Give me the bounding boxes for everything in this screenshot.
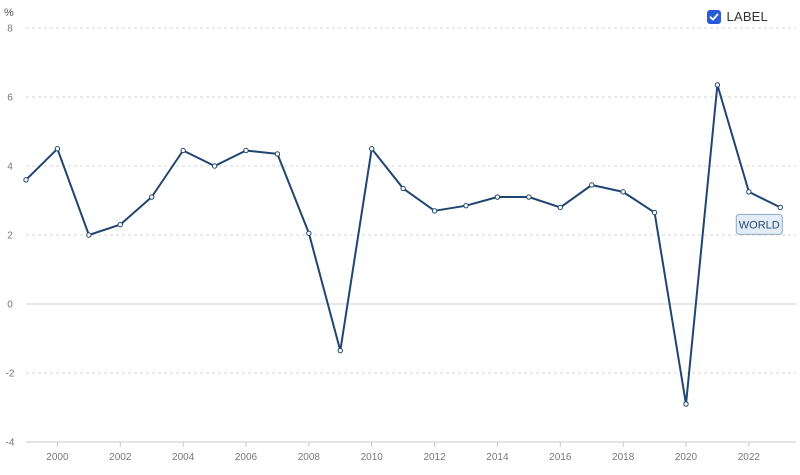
data-point[interactable]: [620, 189, 626, 195]
data-point[interactable]: [369, 146, 375, 152]
x-tick-label: 2000: [46, 452, 69, 463]
y-axis-unit-label: %: [4, 7, 14, 19]
data-point[interactable]: [274, 151, 281, 157]
data-point[interactable]: [149, 194, 155, 200]
x-tick-label: 2014: [486, 452, 509, 463]
series-tag-box: [735, 213, 783, 235]
y-tick-label: 4: [7, 162, 13, 173]
data-point[interactable]: [337, 347, 343, 354]
data-point[interactable]: [243, 147, 249, 154]
y-tick-label: 6: [7, 93, 13, 104]
y-axis-ticks: -4 -2 0 2 4 6 8: [6, 24, 15, 449]
x-tick-label: 2010: [361, 452, 384, 463]
legend-toggle[interactable]: LABEL: [706, 9, 768, 24]
y-tick-label: 0: [7, 300, 13, 311]
series-tag: WORLD: [735, 213, 783, 235]
x-axis-ticks: 2000 2002 2004 2006 2008 2010 2012 2014 2016 2018…: [26, 441, 796, 463]
x-tick-label: 2022: [738, 452, 761, 463]
y-tick-label: 2: [7, 231, 13, 242]
y-tick-label: -4: [6, 438, 15, 449]
data-point[interactable]: [651, 209, 658, 216]
x-tick-label: 2018: [612, 452, 635, 463]
grid-lines: [26, 27, 796, 443]
x-tick-label: 2004: [172, 452, 195, 463]
data-point[interactable]: [86, 232, 92, 238]
x-tick-label: 2020: [675, 452, 698, 463]
data-point[interactable]: [746, 189, 752, 195]
series-line: [25, 83, 781, 406]
x-tick-label: 2002: [109, 452, 132, 463]
series-tag-label: WORLD: [739, 219, 780, 231]
x-tick-label: 2012: [423, 452, 446, 463]
checkbox-checked-icon[interactable]: [706, 9, 721, 24]
data-point[interactable]: [526, 194, 532, 200]
data-point[interactable]: [400, 185, 406, 192]
data-point[interactable]: [23, 177, 29, 183]
legend-label: LABEL: [726, 9, 768, 24]
data-point[interactable]: [54, 146, 61, 152]
data-point[interactable]: [431, 208, 438, 214]
data-point[interactable]: [557, 204, 563, 211]
data-point[interactable]: [589, 182, 595, 188]
x-tick-label: 2008: [298, 452, 321, 463]
x-tick-label: 2006: [235, 452, 258, 463]
series-world: [23, 82, 783, 407]
data-point[interactable]: [180, 147, 186, 154]
data-point[interactable]: [494, 194, 501, 200]
data-point[interactable]: [463, 202, 469, 209]
y-tick-label: -2: [6, 369, 15, 380]
data-point[interactable]: [683, 401, 689, 407]
data-point[interactable]: [117, 221, 123, 228]
data-point[interactable]: [777, 204, 783, 211]
y-tick-label: 8: [7, 24, 13, 35]
data-point[interactable]: [714, 82, 721, 88]
x-tick-label: 2016: [549, 452, 572, 463]
data-point[interactable]: [306, 230, 312, 236]
data-point[interactable]: [211, 163, 218, 169]
